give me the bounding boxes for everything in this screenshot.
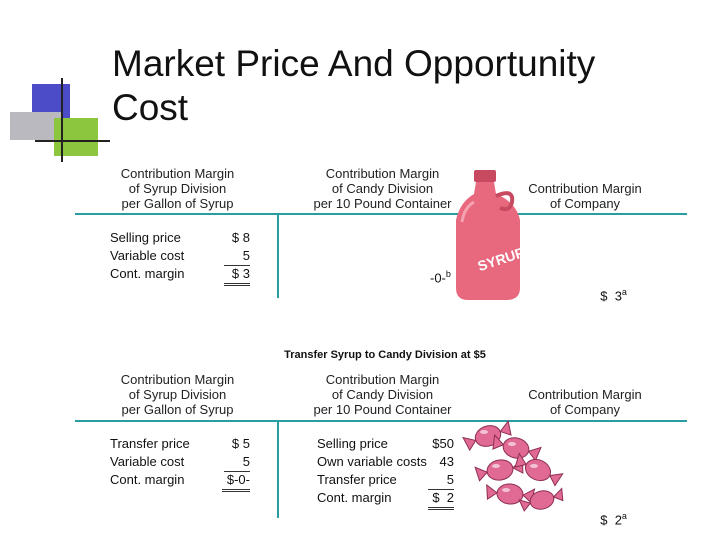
syrup-jug-icon: SYRUP [456, 170, 526, 300]
row-label: Transfer price [110, 436, 190, 451]
bottom-table-rule [75, 420, 687, 422]
header-line: per Gallon of Syrup [121, 196, 234, 211]
top-syrup-row-selling: Selling price $ 8 [110, 229, 250, 247]
row-label: Transfer price [317, 472, 397, 487]
row-value: 5 [224, 453, 250, 472]
top-candy-value: -0-b [430, 265, 451, 287]
row-label: Cont. margin [110, 472, 185, 487]
bottom-candy-row-margin: Cont. margin $ 2 [317, 489, 454, 513]
footnote-marker: a [621, 511, 627, 521]
company-margin-value: $ 3 [600, 288, 622, 304]
top-table-rule [75, 213, 687, 215]
top-header-company: Contribution Margin of Company [510, 181, 660, 211]
header-line: of Candy Division [331, 181, 434, 196]
top-syrup-row-margin: Cont. margin $ 3 [110, 265, 250, 287]
top-header-syrup: Contribution Margin of Syrup Division pe… [100, 166, 255, 211]
header-line: per 10 Pound Container [313, 196, 452, 211]
row-label: Cont. margin [110, 266, 185, 281]
header-line: of Company [549, 196, 621, 211]
candy-illustration [458, 418, 568, 518]
footnote-marker: a [621, 287, 627, 297]
row-value: $ 5 [231, 436, 250, 451]
header-line: Contribution Margin [325, 372, 440, 387]
row-label: Selling price [110, 230, 181, 245]
slide-title-line1: Market Price And Opportunity [112, 43, 596, 84]
slide-title: Market Price And Opportunity Cost [112, 42, 595, 130]
section-title: Transfer Syrup to Candy Division at $5 [284, 349, 486, 361]
row-value: $50 [432, 436, 454, 451]
row-value: $ 8 [231, 230, 250, 245]
row-label: Variable cost [110, 248, 185, 263]
top-syrup-row-variable: Variable cost 5 [110, 247, 250, 266]
slide-decoration [0, 0, 110, 165]
bottom-syrup-row-margin: Cont. margin $-0- [110, 471, 250, 493]
header-line: Contribution Margin [528, 181, 642, 196]
candy-margin-value: -0- [430, 270, 446, 286]
bottom-syrup-row-transfer: Transfer price $ 5 [110, 435, 250, 453]
slide-title-line2: Cost [112, 87, 189, 128]
row-value: 5 [428, 471, 454, 490]
bottom-company-value: $ 2a [593, 489, 627, 529]
header-line: per Gallon of Syrup [121, 402, 234, 417]
bottom-candy-row-selling: Selling price $50 [317, 435, 454, 453]
bottom-candy-row-ownvar: Own variable costs 43 [317, 453, 454, 471]
candy-icon [462, 420, 564, 512]
syrup-jug-illustration: SYRUP [452, 168, 532, 303]
header-line: Contribution Margin [528, 387, 642, 402]
header-line: Contribution Margin [120, 166, 235, 181]
bottom-table-divider-left [277, 422, 279, 518]
row-value: $ 3 [224, 265, 250, 286]
row-value: 43 [439, 454, 454, 469]
header-line: Contribution Margin [325, 166, 440, 181]
top-company-value: $ 3a [593, 265, 627, 305]
top-header-candy: Contribution Margin of Candy Division pe… [300, 166, 465, 211]
header-line: of Syrup Division [128, 181, 227, 196]
bottom-header-company: Contribution Margin of Company [510, 387, 660, 417]
header-line: of Candy Division [331, 387, 434, 402]
company-margin-value: $ 2 [600, 512, 622, 528]
row-label: Selling price [317, 436, 388, 451]
row-label: Variable cost [110, 454, 185, 469]
header-line: Contribution Margin [120, 372, 235, 387]
row-value: $-0- [222, 471, 250, 492]
corner-blocks-graphic [10, 78, 110, 162]
bottom-syrup-row-variable: Variable cost 5 [110, 453, 250, 472]
bottom-header-candy: Contribution Margin of Candy Division pe… [300, 372, 465, 417]
footnote-marker: b [445, 269, 451, 279]
row-label: Own variable costs [317, 454, 427, 469]
bottom-candy-row-transfer: Transfer price 5 [317, 471, 454, 490]
header-line: of Syrup Division [128, 387, 227, 402]
row-label: Cont. margin [317, 490, 392, 505]
row-value: 5 [224, 247, 250, 266]
header-line: of Company [549, 402, 621, 417]
bottom-header-syrup: Contribution Margin of Syrup Division pe… [100, 372, 255, 417]
top-table-divider-left [277, 215, 279, 298]
header-line: per 10 Pound Container [313, 402, 452, 417]
row-value: $ 2 [428, 489, 454, 510]
